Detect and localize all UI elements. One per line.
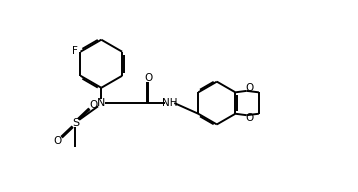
Text: O: O	[245, 83, 253, 93]
Text: O: O	[53, 136, 62, 146]
Text: N: N	[97, 98, 106, 108]
Text: O: O	[144, 73, 153, 83]
Text: NH: NH	[161, 98, 177, 108]
Text: O: O	[245, 113, 253, 123]
Text: S: S	[72, 118, 79, 128]
Text: O: O	[90, 100, 98, 110]
Text: F: F	[72, 46, 78, 56]
